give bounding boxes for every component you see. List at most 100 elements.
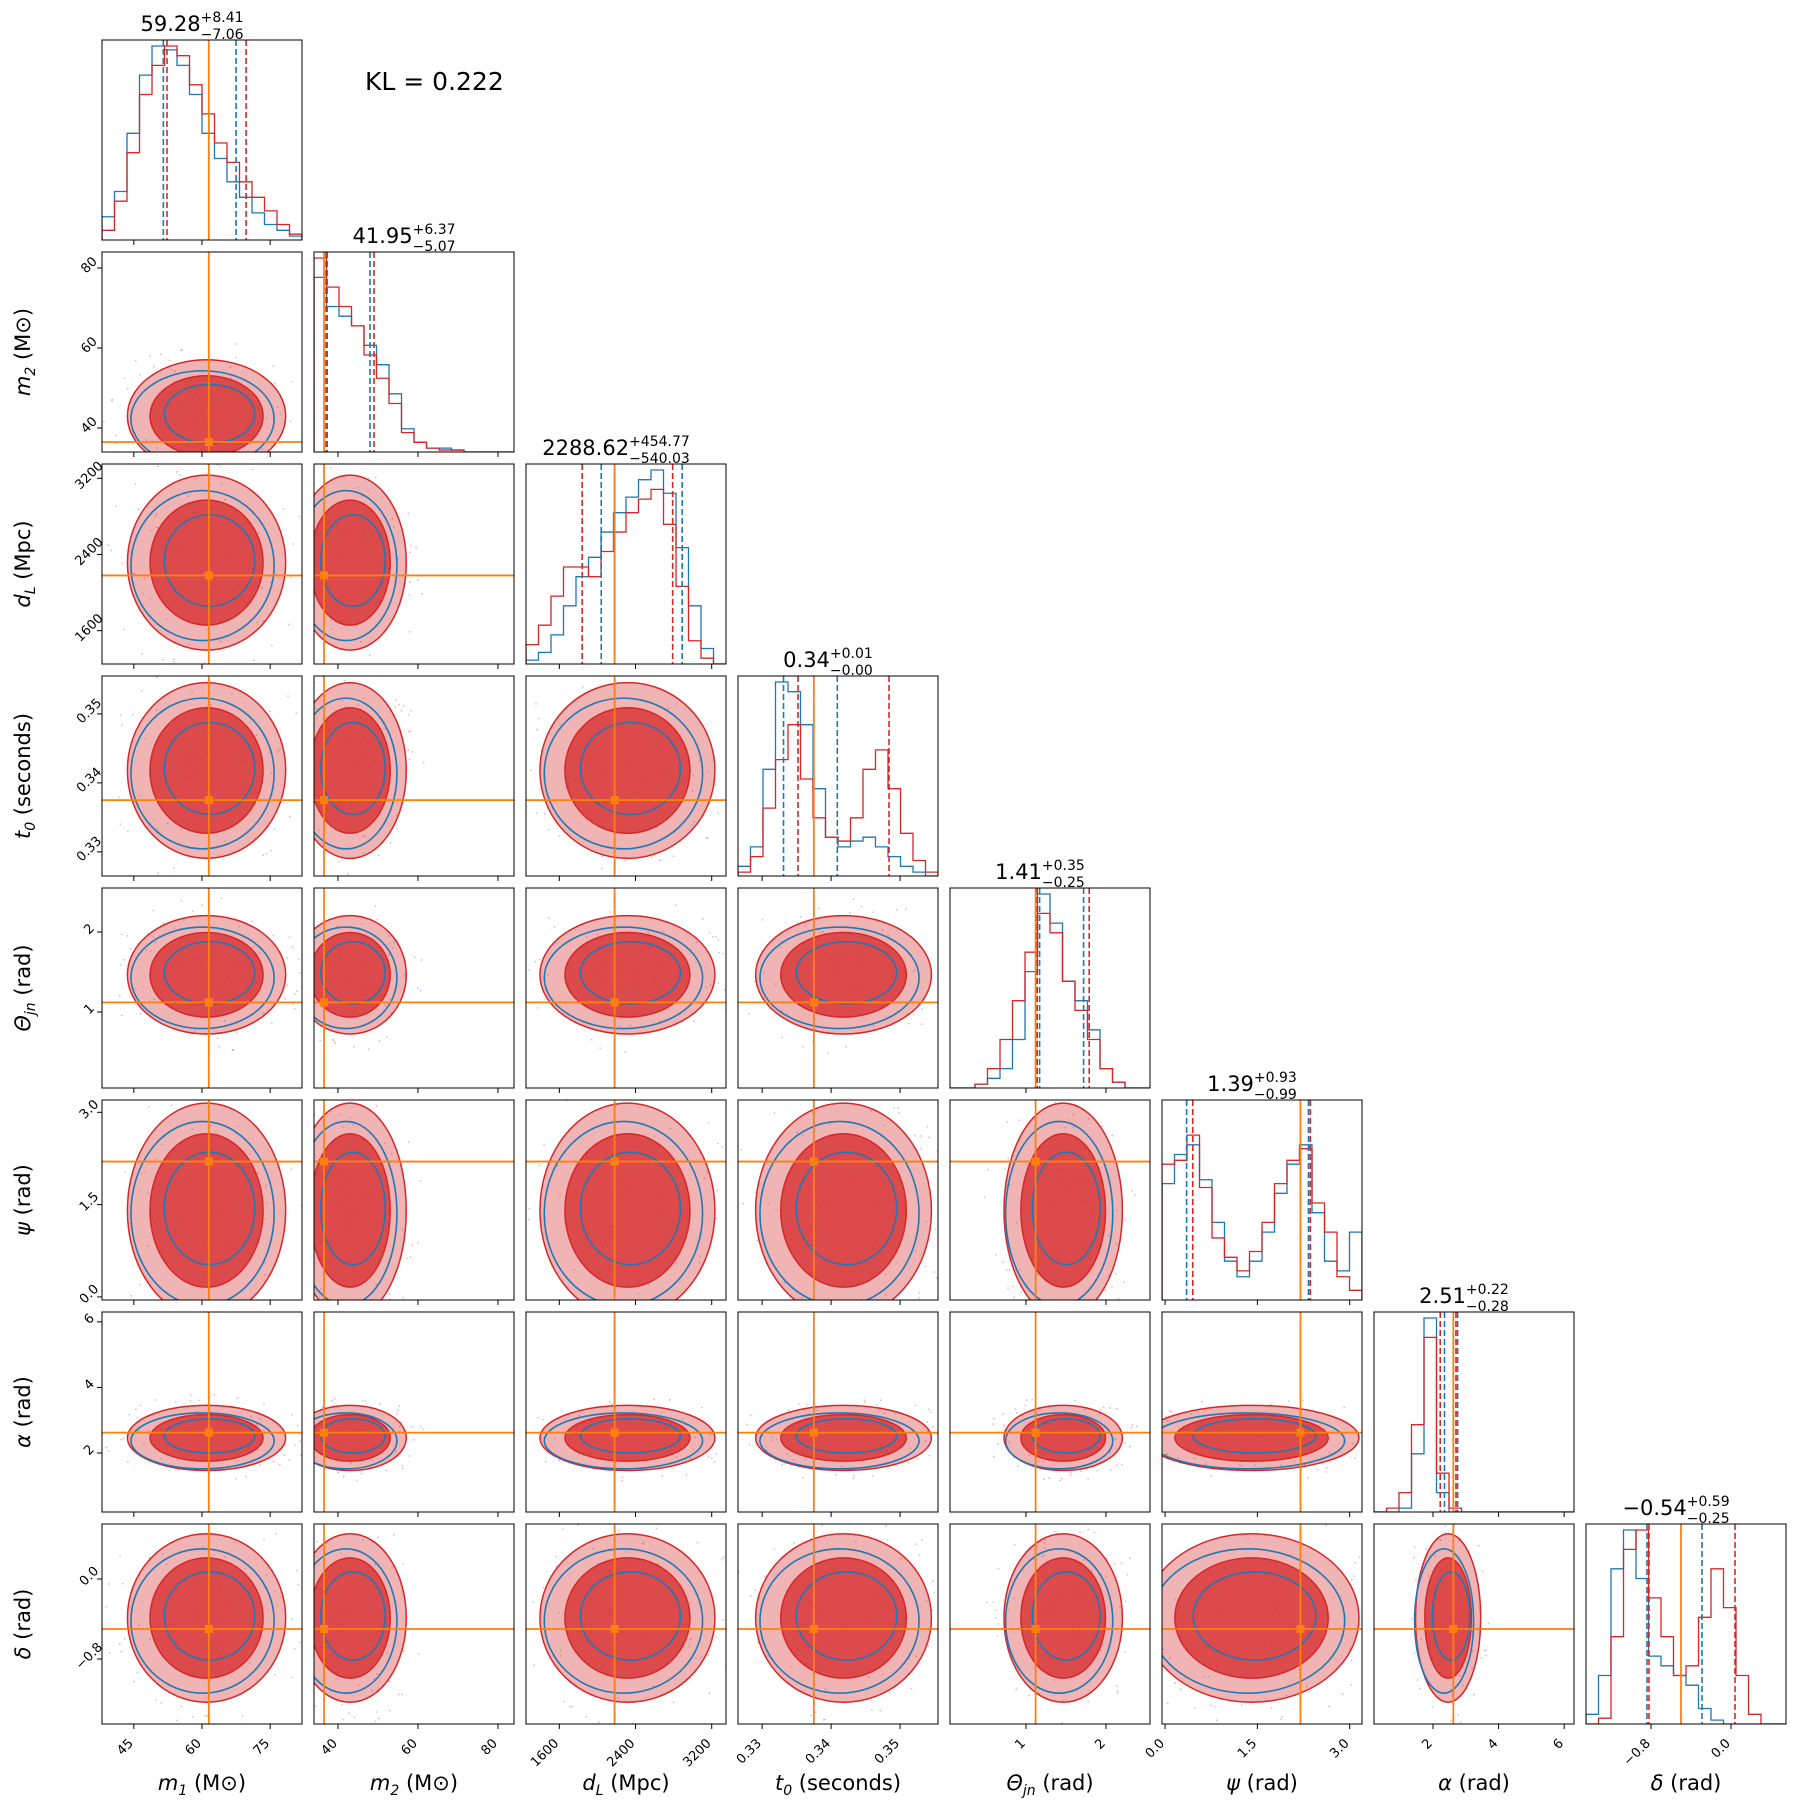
- scatter-point: [170, 368, 173, 371]
- scatter-point: [672, 1701, 675, 1704]
- ylabel-m2-unit: (M⊙): [11, 308, 35, 367]
- scatter-point: [140, 1172, 143, 1175]
- scatter-point: [204, 1714, 207, 1717]
- scatter-point: [1109, 1407, 1111, 1409]
- scatter-point: [938, 1679, 940, 1681]
- ytick-label-dl-0: 1600: [73, 611, 107, 645]
- panel-content-delta-m2: [314, 1524, 514, 1724]
- panel-frame-m2-m2: [313, 251, 515, 453]
- scatter-point: [1280, 1464, 1283, 1467]
- scatter-point: [401, 1228, 404, 1231]
- panel-frame-psi-theta: [949, 1099, 1151, 1301]
- scatter-point: [822, 1718, 825, 1721]
- scatter-point: [223, 1019, 226, 1022]
- scatter-point: [611, 1403, 613, 1405]
- contour-a-outer-psi-m1: [130, 1120, 275, 1300]
- scatter-point: [695, 941, 698, 944]
- ytick-label-dl-2: 3200: [73, 459, 107, 493]
- scatter-point: [310, 723, 312, 725]
- panel-content-delta-t0: [738, 1509, 940, 1724]
- scatter-point: [282, 1247, 284, 1249]
- contour-a-outer-delta-dl: [543, 1548, 704, 1694]
- scatter-point: [675, 1456, 678, 1458]
- contour-a-outer-theta-dl: [543, 926, 704, 1030]
- scatter-point: [265, 852, 268, 855]
- scatter-point: [789, 1326, 791, 1328]
- truth-marker-delta-theta: [1031, 1625, 1040, 1633]
- scatter-point: [1457, 1714, 1460, 1716]
- scatter-point: [297, 958, 300, 961]
- scatter-point: [1325, 1466, 1328, 1469]
- scatter-point: [1102, 1406, 1105, 1409]
- scatter-point: [1254, 1464, 1257, 1467]
- scatter-point: [1419, 1687, 1422, 1690]
- scatter-point: [237, 668, 239, 670]
- title-minus-alpha: −0.28: [1466, 1299, 1509, 1315]
- xlabel-theta-sub: jn: [1021, 1783, 1036, 1799]
- panel-content-psi-t0: [738, 1100, 938, 1328]
- scatter-point: [156, 447, 159, 449]
- scatter-point: [1354, 1562, 1357, 1564]
- scatter-point: [129, 1605, 132, 1608]
- panel-alpha-m1: 2 4 6: [81, 1311, 303, 1517]
- scatter-point: [1006, 1121, 1009, 1123]
- scatter-point: [946, 1445, 948, 1447]
- scatter-point: [375, 1105, 378, 1108]
- scatter-point: [187, 1083, 189, 1085]
- scatter-point: [775, 1438, 778, 1441]
- scatter-point: [159, 1457, 162, 1460]
- xlabel-alpha-unit: (rad): [1452, 1771, 1510, 1795]
- truth-marker-psi-t0: [809, 1157, 818, 1166]
- panel-content-theta-theta: [950, 888, 1150, 1088]
- contour-a-inner-delta-theta: [1031, 1571, 1101, 1661]
- panel-frame-alpha-alpha: [1373, 1311, 1575, 1513]
- scatter-point: [1124, 1442, 1126, 1445]
- scatter-point: [1079, 1470, 1082, 1473]
- scatter-point: [1116, 1692, 1119, 1695]
- scatter-point: [928, 1454, 931, 1457]
- scatter-point: [623, 659, 625, 661]
- ytick-label-t0-1: 0.34: [74, 765, 105, 796]
- scatter-point: [543, 1144, 545, 1146]
- scatter-point: [860, 905, 863, 908]
- scatter-point: [820, 1509, 822, 1511]
- scatter-point: [180, 828, 183, 831]
- scatter-point: [142, 985, 145, 988]
- scatter-point: [231, 1049, 234, 1052]
- scatter-point: [263, 1538, 265, 1541]
- scatter-point: [698, 1261, 701, 1264]
- contour-a-inner-alpha-t0: [795, 1418, 898, 1454]
- panel-content-t0-t0: [738, 676, 938, 876]
- scatter-point: [535, 812, 538, 814]
- scatter-point: [394, 699, 397, 702]
- scatter-point: [1333, 1596, 1335, 1598]
- scatter-point: [1431, 1706, 1434, 1708]
- scatter-point: [733, 1443, 735, 1445]
- scatter-point: [1145, 1449, 1147, 1451]
- scatter-point: [558, 1611, 560, 1614]
- ylabel-dl: dL (Mpc): [11, 520, 39, 607]
- truth-marker-delta-psi: [1296, 1625, 1305, 1633]
- scatter-point: [1012, 1296, 1015, 1299]
- scatter-point: [796, 1131, 798, 1134]
- panel-m2-m1: 40 60 80: [78, 251, 303, 457]
- truth-marker-m2-m1: [204, 438, 213, 446]
- scatter-point: [388, 998, 391, 1000]
- scatter-point: [252, 659, 255, 661]
- scatter-point: [1110, 1469, 1112, 1472]
- scatter-point: [1280, 1718, 1283, 1721]
- scatter-point: [563, 1700, 565, 1703]
- scatter-point: [621, 1476, 624, 1479]
- scatter-point: [656, 826, 659, 829]
- panel-psi-dl: [525, 1099, 727, 1305]
- scatter-point: [729, 1592, 731, 1594]
- scatter-point: [333, 1039, 335, 1042]
- ytick-label-m2-2: 80: [78, 254, 100, 276]
- scatter-point: [1060, 1721, 1063, 1724]
- truth-marker-delta-m2: [320, 1625, 328, 1633]
- scatter-point: [143, 577, 146, 580]
- scatter-point: [283, 1454, 286, 1457]
- scatter-point: [1096, 1091, 1098, 1093]
- scatter-point: [637, 1292, 640, 1295]
- title-plus-m1: +8.41: [201, 10, 244, 26]
